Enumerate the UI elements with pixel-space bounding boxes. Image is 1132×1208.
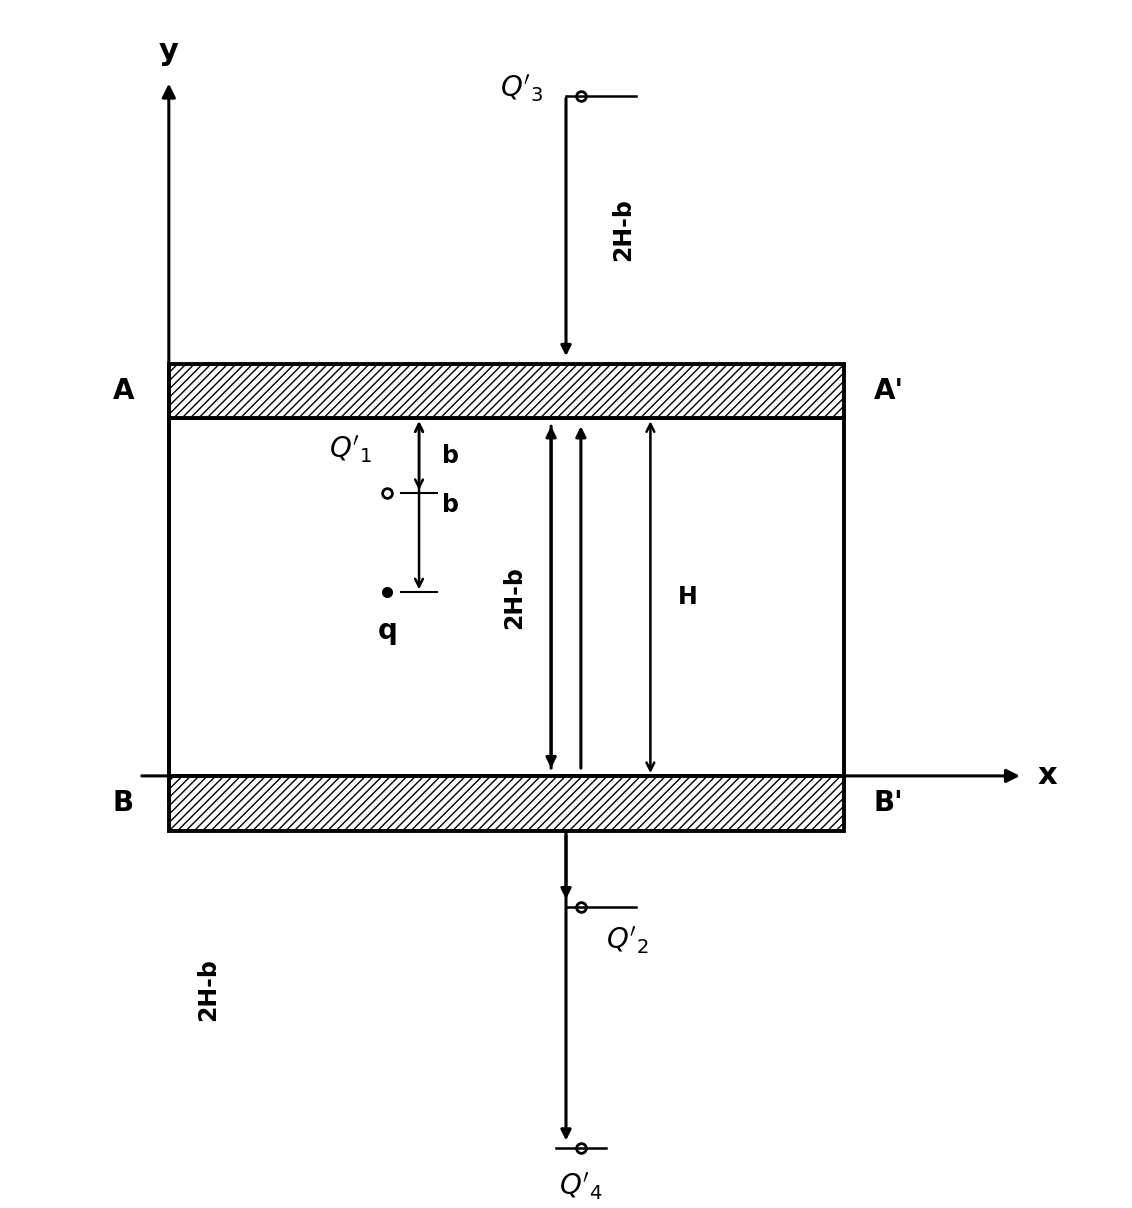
Text: B: B: [113, 789, 134, 817]
Bar: [169, 776, 844, 831]
Text: $Q'_4$: $Q'_4$: [559, 1171, 602, 1202]
Text: $Q'_2$: $Q'_2$: [606, 925, 649, 957]
Bar: [169, 364, 844, 418]
Text: 2H-b: 2H-b: [503, 565, 526, 628]
Text: 2H-b: 2H-b: [610, 198, 635, 261]
Text: b: b: [441, 443, 458, 467]
Text: y: y: [158, 37, 179, 66]
Bar: [169, 418, 844, 776]
Text: q: q: [377, 617, 397, 645]
Text: A': A': [874, 377, 903, 405]
Text: B': B': [874, 789, 903, 817]
Text: $Q'_3$: $Q'_3$: [500, 72, 543, 104]
Text: $Q'_1$: $Q'_1$: [329, 434, 372, 465]
Text: 2H-b: 2H-b: [197, 958, 221, 1021]
Text: x: x: [1038, 761, 1057, 790]
Text: A: A: [112, 377, 134, 405]
Text: b: b: [441, 493, 458, 517]
Text: H: H: [678, 585, 698, 609]
